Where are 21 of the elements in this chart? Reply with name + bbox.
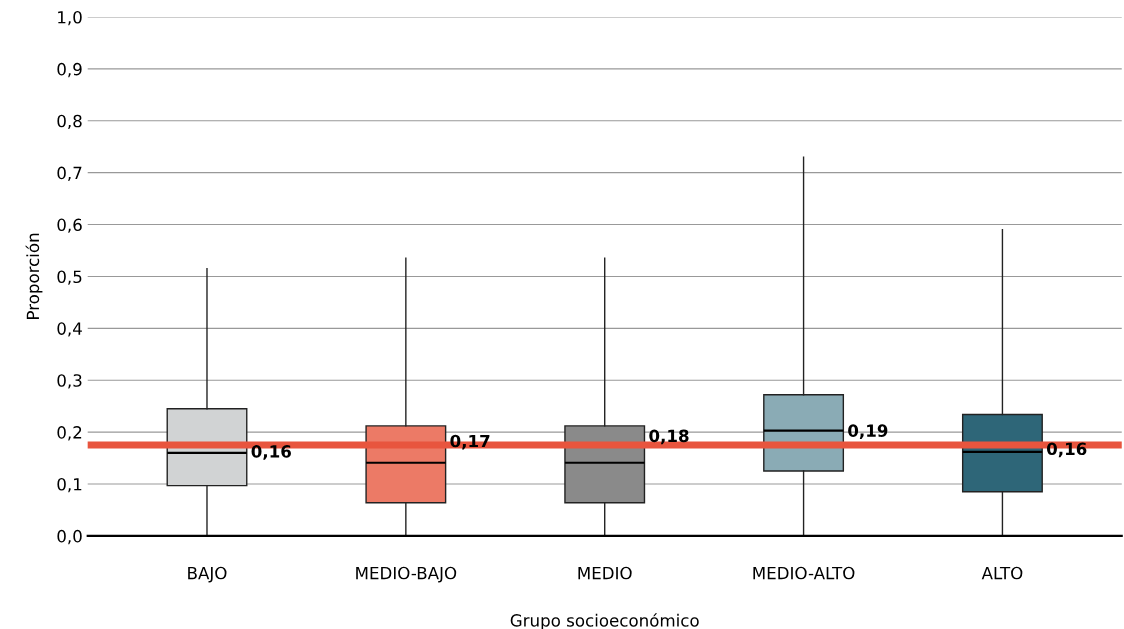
x-axis-title: Grupo socioeconómico xyxy=(510,613,699,629)
y-tick-label: 0,2 xyxy=(57,426,82,441)
x-tick-label: MEDIO xyxy=(578,566,632,580)
y-tick-label: 1,0 xyxy=(58,10,82,26)
y-tick-label: 0,1 xyxy=(57,477,82,493)
y-tick-label: 0,0 xyxy=(57,529,82,545)
annotation: 0,16 xyxy=(251,445,291,460)
annotation: 0,18 xyxy=(649,429,689,445)
x-tick-label: ALTO xyxy=(981,566,1023,580)
y-tick-label: 0,7 xyxy=(57,166,82,181)
y-tick-label: 0,4 xyxy=(57,322,82,337)
y-tick-label: 0,6 xyxy=(57,218,82,233)
y-tick-label: 0,9 xyxy=(57,62,82,78)
y-axis-title: Proporción xyxy=(25,233,43,319)
x-tick-label: MEDIO-BAJO xyxy=(356,566,457,583)
annotation: 0,19 xyxy=(848,424,888,440)
y-tick-label: 0,3 xyxy=(57,374,82,389)
x-tick-label: BAJO xyxy=(188,566,227,583)
x-tick-label: MEDIO-ALTO xyxy=(753,566,855,580)
y-tick-label: 0,5 xyxy=(57,270,82,285)
y-tick-label: 0,8 xyxy=(57,114,82,130)
